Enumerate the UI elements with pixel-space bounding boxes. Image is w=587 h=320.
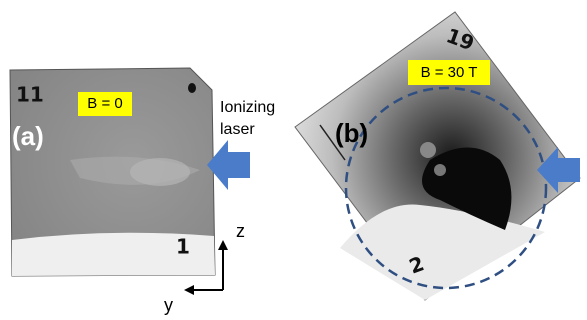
plate-a: 11 1 B = 0 (a) [10,68,215,276]
figure: 11 1 B = 0 (a) Ionizing laser z y 19 2 B… [0,0,587,320]
panel-label: (b) [335,118,368,148]
page: {"panel_a": {"label": "(a)", "field": "B… [0,0,587,320]
plate-mark: 11 [16,83,44,107]
field-label: B = 0 [87,95,122,112]
plate-mark: 1 [176,235,190,259]
panel-label: (a) [12,121,44,151]
laser-label: Ionizing [220,99,275,116]
field-label: B = 30 T [421,64,478,81]
plate-b: 19 2 B = 30 T (b) [295,12,580,300]
axis-label: z [236,221,245,241]
axis-label: y [164,295,173,315]
laser-label: laser [220,121,255,138]
